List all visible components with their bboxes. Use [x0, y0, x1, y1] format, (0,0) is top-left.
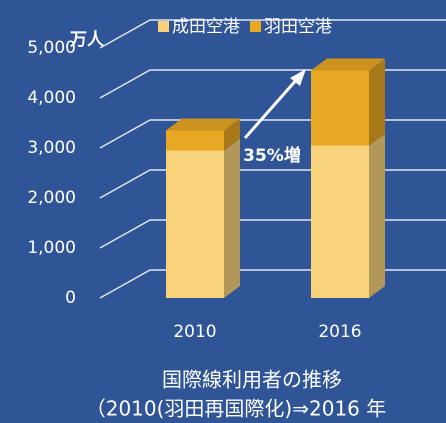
bar-segment: [311, 145, 369, 298]
legend-label: 羽田空港: [264, 17, 332, 37]
grid-line: [99, 219, 446, 249]
annotation-arrowhead: [290, 69, 306, 86]
bar-top: [311, 58, 385, 71]
bar-side: [369, 58, 385, 146]
x-tick-label: 2016: [318, 322, 361, 342]
annotation-arrow: [243, 77, 300, 139]
legend-swatch: [250, 21, 261, 32]
chart-title: 国際線利用者の推移: [162, 368, 342, 392]
x-tick-label: 2010: [173, 322, 216, 342]
y-axis-label: 万人: [69, 30, 105, 50]
y-tick-label: 4,000: [27, 88, 76, 108]
legend-label: 成田空港: [172, 17, 240, 37]
y-tick-label: 2,000: [27, 188, 76, 208]
bar-segment: [166, 130, 224, 151]
y-tick-label: 3,000: [27, 138, 76, 158]
legend-swatch: [158, 21, 169, 32]
annotation: 35%増: [243, 145, 301, 166]
y-tick-label: 1,000: [27, 238, 76, 258]
grid-line: [99, 269, 446, 299]
bar-side: [369, 133, 385, 298]
bar-segment: [311, 70, 369, 146]
grid-line: [99, 19, 446, 49]
bar-top: [166, 118, 240, 131]
grid-line: [99, 119, 446, 149]
y-tick-label: 5,000: [27, 38, 76, 58]
grid-line: [99, 169, 446, 199]
chart-subtitle: （2010(羽田再国際化)⇒2016 年: [86, 397, 387, 421]
bar-side: [224, 138, 240, 298]
grid-line: [99, 69, 446, 99]
y-tick-label: 0: [65, 288, 76, 308]
bar-segment: [166, 150, 224, 298]
bar-side: [224, 118, 240, 151]
